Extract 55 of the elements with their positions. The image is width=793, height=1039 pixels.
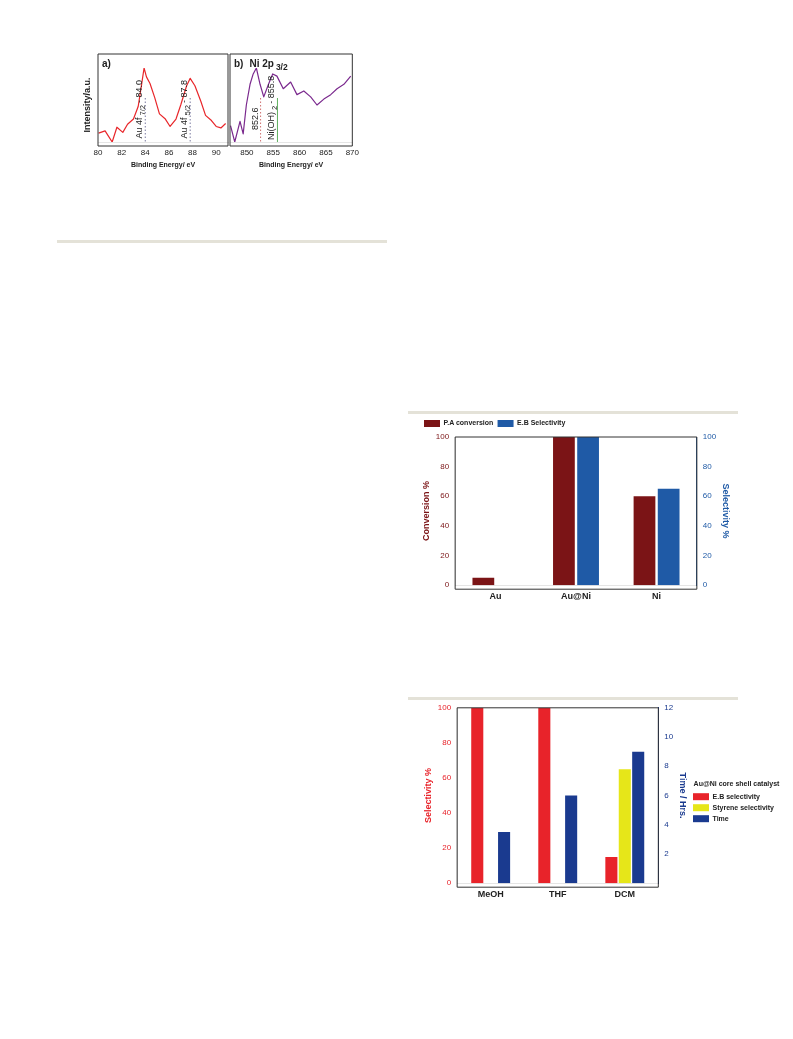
y-tick-label: 20 bbox=[442, 843, 452, 853]
y2-tick-label: 60 bbox=[702, 491, 713, 501]
annotation: a) bbox=[102, 58, 111, 69]
bar bbox=[498, 832, 511, 884]
x-tick-label: DCM bbox=[614, 889, 636, 900]
y-tick-label: 20 bbox=[440, 550, 450, 560]
bar bbox=[565, 795, 578, 884]
bar bbox=[471, 707, 484, 884]
x-tick-label: Ni bbox=[652, 591, 662, 602]
y2-tick-label: 10 bbox=[664, 732, 674, 742]
x-tick-label: 86 bbox=[164, 148, 174, 157]
x-tick-label: 90 bbox=[211, 148, 222, 157]
y-tick-label: 100 bbox=[435, 432, 450, 442]
y2-tick-label: 12 bbox=[664, 703, 674, 712]
x-tick-label: MeOH bbox=[477, 889, 504, 900]
y-axis-title: Conversion % bbox=[420, 481, 431, 542]
ref-line-label: 852.6 bbox=[249, 107, 260, 130]
y2-tick-label: 80 bbox=[702, 461, 713, 471]
x-tick-label: 855 bbox=[266, 148, 281, 157]
y2-tick-label: 2 bbox=[664, 849, 670, 859]
bar bbox=[605, 856, 618, 884]
y-tick-label: 40 bbox=[442, 808, 452, 818]
x-tick-label: 80 bbox=[93, 148, 103, 157]
y2-tick-label: 8 bbox=[664, 761, 670, 771]
y-axis-title: Selectivity % bbox=[422, 767, 433, 824]
y-tick-label: 40 bbox=[440, 521, 450, 531]
y-tick-label: 60 bbox=[442, 773, 452, 783]
x-tick-label: Au bbox=[489, 591, 502, 602]
x-tick-label: 82 bbox=[117, 148, 127, 157]
x-tick-label: THF bbox=[548, 889, 567, 900]
y2-tick-label: 0 bbox=[702, 580, 708, 590]
y-tick-label: 100 bbox=[437, 703, 452, 712]
y2-tick-label: 100 bbox=[702, 432, 717, 442]
y2-tick-label: 40 bbox=[702, 521, 713, 531]
annotation: b) bbox=[234, 58, 244, 69]
y-tick-label: 80 bbox=[440, 461, 450, 471]
x-tick-label: 865 bbox=[319, 148, 334, 157]
bar bbox=[538, 707, 551, 884]
x-tick-label: 88 bbox=[188, 148, 198, 157]
x-tick-label: Au@Ni bbox=[561, 591, 591, 602]
y-tick-label: 0 bbox=[446, 878, 452, 888]
y2-axis-title: Time / Hrs. bbox=[678, 772, 689, 819]
x-tick-label: 84 bbox=[140, 148, 151, 157]
x-tick-label: 850 bbox=[240, 148, 255, 157]
y2-axis-title: Selectivity % bbox=[721, 483, 732, 539]
y-axis-title: Intensity/a.u. bbox=[82, 77, 93, 133]
y-tick-label: 0 bbox=[444, 580, 450, 590]
bar bbox=[472, 577, 495, 586]
y-tick-label: 80 bbox=[442, 738, 452, 748]
y2-tick-label: 20 bbox=[702, 550, 713, 560]
y-tick-label: 60 bbox=[440, 491, 450, 501]
x-tick-label: 870 bbox=[345, 148, 360, 157]
x-tick-label: 860 bbox=[292, 148, 307, 157]
y2-tick-label: 6 bbox=[664, 790, 670, 800]
y2-tick-label: 4 bbox=[664, 819, 670, 829]
